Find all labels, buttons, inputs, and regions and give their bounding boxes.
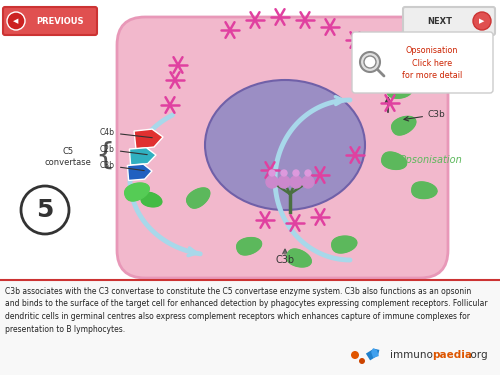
Circle shape [359, 358, 365, 364]
Polygon shape [124, 183, 150, 201]
Text: PREVIOUS: PREVIOUS [36, 16, 84, 26]
Circle shape [281, 170, 287, 176]
Circle shape [473, 12, 491, 30]
Text: C3b associates with the C3 convertase to constitute the C5 convertase enzyme sys: C3b associates with the C3 convertase to… [5, 287, 488, 333]
Text: ▶: ▶ [480, 18, 484, 24]
Text: C3b: C3b [100, 161, 144, 171]
Polygon shape [412, 182, 437, 198]
Polygon shape [382, 152, 406, 170]
Text: C4b: C4b [100, 128, 152, 138]
Text: C3b: C3b [276, 255, 294, 265]
Circle shape [360, 52, 380, 72]
Polygon shape [392, 116, 416, 135]
Text: C5
convertase: C5 convertase [44, 147, 92, 167]
Circle shape [21, 186, 69, 234]
Circle shape [302, 176, 314, 188]
Circle shape [266, 176, 278, 188]
Circle shape [290, 176, 302, 188]
Text: Opsonisation
Click here
for more detail: Opsonisation Click here for more detail [402, 46, 462, 80]
Text: Opsonisation: Opsonisation [398, 155, 462, 165]
Polygon shape [186, 188, 210, 208]
Text: C3b: C3b [404, 110, 446, 121]
Bar [0, 280, 500, 375]
Text: paedia: paedia [432, 350, 472, 360]
Text: ◀: ◀ [14, 18, 18, 24]
FancyArrow shape [366, 349, 380, 360]
Text: {: { [95, 141, 114, 170]
Circle shape [293, 170, 299, 176]
Circle shape [7, 12, 25, 30]
Circle shape [364, 56, 376, 68]
FancyArrow shape [134, 129, 163, 149]
Text: NEXT: NEXT [428, 16, 452, 26]
FancyBboxPatch shape [3, 7, 97, 35]
Circle shape [278, 176, 290, 188]
Text: C2b: C2b [100, 145, 147, 154]
FancyBboxPatch shape [403, 7, 495, 35]
FancyArrow shape [371, 348, 379, 358]
Text: immuno: immuno [390, 350, 433, 360]
Circle shape [305, 170, 311, 176]
FancyArrow shape [128, 164, 152, 180]
Polygon shape [387, 82, 412, 98]
Bar [0, 0, 500, 280]
Polygon shape [236, 238, 262, 255]
FancyBboxPatch shape [117, 17, 448, 278]
Text: .org: .org [468, 350, 488, 360]
Polygon shape [286, 249, 312, 267]
Ellipse shape [205, 80, 365, 210]
Circle shape [269, 170, 275, 176]
FancyArrow shape [130, 148, 156, 165]
Polygon shape [141, 192, 162, 207]
Circle shape [351, 351, 359, 359]
FancyBboxPatch shape [352, 32, 493, 93]
Text: 5: 5 [36, 198, 54, 222]
Polygon shape [332, 236, 357, 253]
